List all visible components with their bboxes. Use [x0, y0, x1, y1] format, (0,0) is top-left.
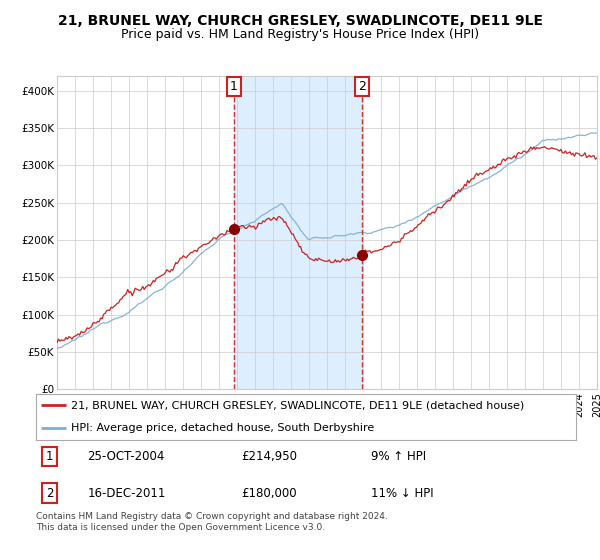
Text: 21, BRUNEL WAY, CHURCH GRESLEY, SWADLINCOTE, DE11 9LE: 21, BRUNEL WAY, CHURCH GRESLEY, SWADLINC… — [58, 14, 542, 28]
Text: £180,000: £180,000 — [241, 487, 297, 500]
Text: £214,950: £214,950 — [241, 450, 297, 463]
Text: Contains HM Land Registry data © Crown copyright and database right 2024.
This d: Contains HM Land Registry data © Crown c… — [36, 512, 388, 532]
Text: 25-OCT-2004: 25-OCT-2004 — [88, 450, 164, 463]
Text: 9% ↑ HPI: 9% ↑ HPI — [371, 450, 426, 463]
Bar — [234, 76, 362, 389]
Text: 2: 2 — [46, 487, 53, 500]
Text: Price paid vs. HM Land Registry's House Price Index (HPI): Price paid vs. HM Land Registry's House … — [121, 28, 479, 41]
Text: HPI: Average price, detached house, South Derbyshire: HPI: Average price, detached house, Sout… — [71, 423, 374, 433]
Text: 1: 1 — [230, 80, 238, 94]
Text: 16-DEC-2011: 16-DEC-2011 — [88, 487, 166, 500]
Text: 2: 2 — [358, 80, 366, 94]
Text: 21, BRUNEL WAY, CHURCH GRESLEY, SWADLINCOTE, DE11 9LE (detached house): 21, BRUNEL WAY, CHURCH GRESLEY, SWADLINC… — [71, 400, 524, 410]
Text: 1: 1 — [46, 450, 53, 463]
Text: 11% ↓ HPI: 11% ↓ HPI — [371, 487, 433, 500]
